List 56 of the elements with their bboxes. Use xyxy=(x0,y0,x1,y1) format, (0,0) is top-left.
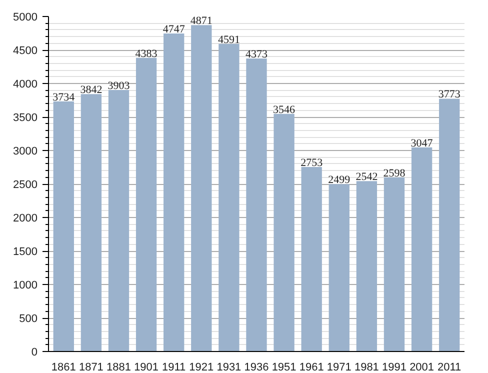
bar xyxy=(356,181,378,352)
x-tick-label: 1911 xyxy=(162,362,186,373)
y-tick-label: 4000 xyxy=(13,78,38,90)
data-label: 2499 xyxy=(328,174,351,186)
data-label: 3773 xyxy=(438,88,461,101)
data-label: 3546 xyxy=(273,104,296,116)
y-tick-label: 4500 xyxy=(13,45,38,57)
data-label: 2753 xyxy=(300,157,324,170)
bar xyxy=(164,33,184,352)
y-tick-label: 5000 xyxy=(13,12,38,24)
x-tick-label: 1861 xyxy=(51,362,76,373)
bar xyxy=(301,167,322,352)
bar xyxy=(274,114,294,352)
x-tick-label: 1901 xyxy=(134,362,159,373)
x-tick-label: 1921 xyxy=(189,362,214,373)
bar xyxy=(384,177,405,352)
bar xyxy=(411,147,432,352)
data-label: 2598 xyxy=(383,167,406,180)
y-tick-label: 2500 xyxy=(13,179,38,191)
x-tick-label: 1981 xyxy=(354,362,379,373)
x-tick-label: 1971 xyxy=(326,362,352,373)
bar xyxy=(53,101,74,352)
bar xyxy=(246,58,267,352)
y-tick-label: 1500 xyxy=(13,246,38,258)
data-label: 4591 xyxy=(218,34,240,46)
x-tick-label: 1931 xyxy=(216,362,242,373)
bar xyxy=(136,58,157,352)
data-label: 4871 xyxy=(190,15,212,28)
data-label: 2542 xyxy=(356,171,378,184)
bar xyxy=(191,25,212,352)
x-tick-label: 2001 xyxy=(410,362,434,373)
bar xyxy=(218,44,240,352)
bar xyxy=(328,184,350,352)
y-tick-label: 1000 xyxy=(13,280,38,292)
bar xyxy=(80,94,102,352)
data-label: 4383 xyxy=(135,48,158,60)
y-tick-label: 3000 xyxy=(13,146,38,158)
y-tick-label: 2000 xyxy=(13,212,38,224)
x-tick-label: 2011 xyxy=(438,362,462,373)
x-tick-label: 1881 xyxy=(106,362,131,373)
data-label: 4373 xyxy=(246,48,268,61)
x-tick-label: 1991 xyxy=(382,362,406,373)
bar xyxy=(439,98,460,352)
y-tick-label: 0 xyxy=(31,346,38,358)
data-label: 3842 xyxy=(80,84,102,96)
data-label: 3734 xyxy=(52,91,76,104)
x-tick-label: 1871 xyxy=(78,362,104,373)
data-label: 4747 xyxy=(162,23,186,36)
data-label: 3903 xyxy=(108,80,130,92)
x-tick-label: 1961 xyxy=(299,362,324,373)
bar xyxy=(108,90,130,352)
data-label: 3047 xyxy=(410,137,434,150)
x-tick-label: 1936 xyxy=(244,362,269,373)
y-tick-label: 3500 xyxy=(13,112,38,124)
y-tick-label: 500 xyxy=(19,313,38,325)
x-tick-label: 1951 xyxy=(272,362,296,373)
